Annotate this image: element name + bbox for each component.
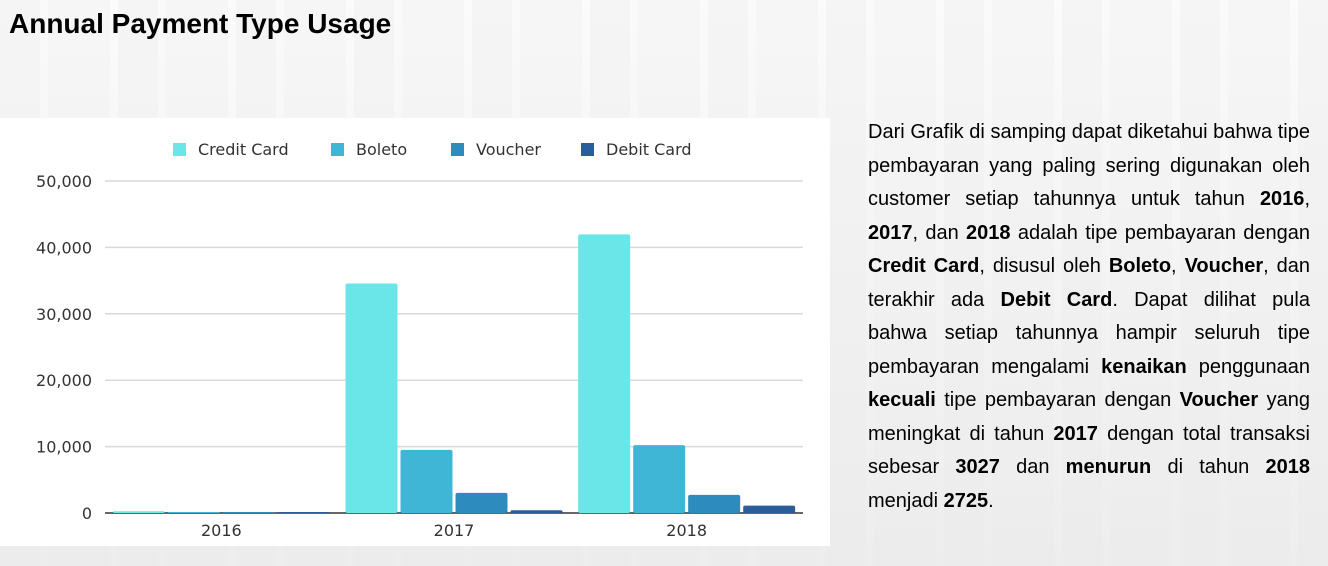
bar-boleto-2017 <box>400 449 453 513</box>
description-segment: , dan <box>912 221 967 244</box>
bar-voucher-2017 <box>455 492 508 513</box>
chart-panel: Credit Card Boleto Voucher Debit Card 0 10,0… <box>0 118 830 546</box>
description-emphasis: 2017 <box>868 221 913 244</box>
description-emphasis: kecuali <box>868 389 936 411</box>
description-emphasis: menurun <box>1065 456 1152 478</box>
slide-title: Annual Payment Type Usage <box>9 8 392 39</box>
x-axis: 2016 2017 2018 <box>201 521 707 540</box>
description-emphasis: 2016 <box>1259 188 1305 210</box>
description-segment: adalah tipe pembayaran dengan <box>1010 221 1310 244</box>
description-segment: , disusul oleh <box>979 255 1109 277</box>
y-tick-label: 20,000 <box>36 371 92 390</box>
y-tick-label: 10,000 <box>36 438 92 457</box>
description-segment: , <box>1304 188 1310 210</box>
description-emphasis: Voucher <box>1184 255 1264 277</box>
y-tick-label: 0 <box>82 504 92 523</box>
legend-label: Credit Card <box>198 140 289 159</box>
bar-credit-card-2016 <box>112 511 165 513</box>
y-tick-label: 50,000 <box>36 172 92 191</box>
description-emphasis: Voucher <box>1179 389 1259 411</box>
chart-gridlines <box>105 180 803 514</box>
chart-bars <box>112 234 796 513</box>
legend-swatch-debit-card <box>581 143 594 156</box>
description-segment: , dan terakhir ada <box>868 255 1311 311</box>
description-segment: menjadi <box>868 489 944 512</box>
legend-label: Debit Card <box>606 140 692 159</box>
y-tick-label: 40,000 <box>36 238 92 257</box>
legend-swatch-credit-card <box>173 143 186 156</box>
x-tick-label: 2016 <box>201 521 242 540</box>
description-emphasis: Boleto <box>1108 255 1172 277</box>
description-emphasis: Debit Card <box>1000 288 1113 311</box>
bar-debit-card-2016 <box>277 512 330 513</box>
description-emphasis: 2018 <box>1265 456 1311 478</box>
bar-credit-card-2018 <box>578 234 631 513</box>
legend-label: Boleto <box>356 140 407 159</box>
x-tick-label: 2018 <box>666 521 707 540</box>
bar-credit-card-2017 <box>345 283 398 513</box>
description-segment: tipe pembayaran dengan <box>935 389 1180 411</box>
bar-voucher-2018 <box>688 494 741 513</box>
description-segment: dengan total transaksi sebesar <box>868 422 1310 479</box>
bar-boleto-2018 <box>633 445 686 513</box>
y-axis: 0 10,000 20,000 30,000 40,000 50,000 <box>36 172 92 523</box>
description-emphasis: 2017 <box>1053 422 1098 445</box>
bar-debit-card-2018 <box>743 505 796 513</box>
description-segment: di tahun <box>1151 456 1266 478</box>
bar-voucher-2016 <box>222 512 275 513</box>
description-emphasis: 3027 <box>955 456 1000 478</box>
description-segment: , <box>1171 255 1185 277</box>
bar-boleto-2016 <box>167 512 220 513</box>
x-tick-label: 2017 <box>434 521 475 540</box>
bar-debit-card-2017 <box>510 510 563 513</box>
description-text: Dari Grafik di samping dapat diketahui b… <box>868 116 1310 518</box>
chart-legend: Credit Card Boleto Voucher Debit Card <box>173 140 692 159</box>
bar-chart: Credit Card Boleto Voucher Debit Card 0 10,0… <box>36 140 803 540</box>
description-segment: penggunaan <box>1186 355 1310 378</box>
legend-swatch-boleto <box>331 143 344 156</box>
description-segment: Dari Grafik di samping dapat diketahui b… <box>868 121 1310 210</box>
description-segment: yang meningkat di tahun <box>868 389 1310 445</box>
description-segment: dan <box>999 456 1066 478</box>
description-emphasis: 2725 <box>943 489 989 512</box>
description-emphasis: 2018 <box>966 221 1011 244</box>
legend-swatch-voucher <box>451 143 464 156</box>
description-emphasis: kenaikan <box>1101 355 1187 378</box>
y-tick-label: 30,000 <box>36 305 92 324</box>
description-segment: . Dapat dilihat pula bahwa setiap tahunn… <box>868 288 1310 378</box>
description-segment: . <box>988 489 994 512</box>
legend-label: Voucher <box>476 140 541 159</box>
description-emphasis: Credit Card <box>868 255 980 277</box>
